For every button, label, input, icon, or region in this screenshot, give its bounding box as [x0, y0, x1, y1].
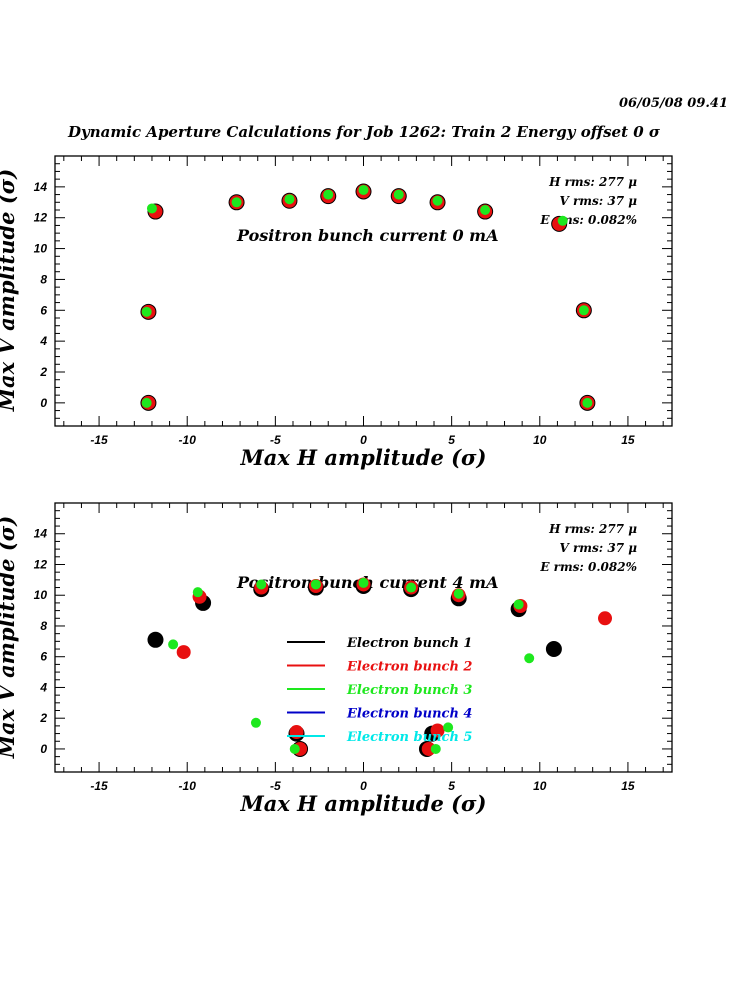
data-point-red: [598, 611, 613, 626]
x-tick-label: 0: [360, 433, 367, 447]
x-tick-label: 15: [621, 779, 635, 793]
x-tick-label: 0: [360, 779, 367, 793]
legend-label: Electron bunch 3: [346, 683, 472, 698]
bottom-scatter-panel: -15 -10 -5 0 5 10 15 0 2 4 6 8 10 12 14 Max H amplitude…: [0, 502, 673, 816]
data-point-red: [176, 645, 191, 660]
y-tick-label: 14: [34, 527, 48, 541]
data-point-green: [250, 717, 261, 728]
y-axis-label: Max V amplitude (σ): [0, 516, 19, 759]
data-point-black: [147, 631, 164, 648]
datetime-stamp: 06/05/08 09.41: [619, 96, 728, 111]
y-tick-label: 8: [40, 619, 47, 633]
y-tick-label: 2: [39, 365, 47, 379]
data-point-green: [430, 743, 441, 754]
rms-h-label: H rms: 277 μ: [548, 522, 637, 536]
rms-h-label: H rms: 277 μ: [548, 175, 637, 189]
data-point-green: [406, 582, 417, 593]
data-point-green: [256, 579, 267, 590]
legend-label: Electron bunch 5: [346, 730, 472, 745]
data-point-green: [358, 184, 369, 195]
legend-label: Electron bunch 2: [346, 660, 472, 675]
data-point-black: [545, 641, 562, 658]
y-tick-label: 10: [34, 588, 48, 602]
y-tick-label: 6: [40, 303, 47, 317]
data-point-green: [557, 215, 568, 226]
data-point-green: [289, 743, 300, 754]
x-tick-label: -5: [270, 433, 281, 447]
data-point-green: [141, 306, 152, 317]
x-axis-label: Max H amplitude (σ): [240, 791, 487, 816]
legend-label: Electron bunch 1: [346, 636, 472, 651]
data-point-green: [393, 189, 404, 200]
data-point-green: [146, 203, 157, 214]
x-tick-label: 10: [533, 433, 547, 447]
y-tick-label: 6: [40, 650, 47, 664]
x-tick-label: -10: [179, 779, 197, 793]
data-point-green: [524, 653, 535, 664]
rms-v-label: V rms: 37 μ: [559, 194, 637, 208]
data-point-green: [453, 588, 464, 599]
x-tick-label: 15: [621, 433, 635, 447]
x-tick-label: 5: [448, 433, 455, 447]
x-tick-label: 5: [448, 779, 455, 793]
y-tick-label: 12: [34, 557, 48, 571]
x-tick-label: -15: [90, 779, 108, 793]
data-point-green: [358, 577, 369, 588]
data-point-green: [480, 205, 491, 215]
data-point-green: [310, 579, 321, 590]
data-point-red: [430, 723, 445, 738]
x-tick-label: -5: [270, 779, 281, 793]
legend-label: Electron bunch 4: [346, 707, 472, 722]
data-point-green: [432, 195, 443, 206]
data-point-green: [192, 587, 203, 598]
y-tick-label: 4: [39, 334, 47, 348]
y-tick-label: 14: [34, 180, 48, 194]
data-point-green: [168, 639, 179, 650]
y-tick-label: 0: [40, 742, 47, 756]
data-point-green: [443, 722, 454, 733]
data-point-green: [284, 194, 295, 205]
y-tick-label: 12: [34, 211, 48, 225]
top-scatter-panel: -15 -10 -5 0 5 10 15 0 2 4 6 8 10 12 14 Max H amplitude…: [0, 155, 673, 470]
y-tick-label: 4: [39, 680, 47, 694]
rms-v-label: V rms: 37 μ: [559, 541, 637, 555]
data-point-green: [582, 397, 593, 408]
y-tick-label: 10: [34, 242, 48, 256]
x-axis-label: Max H amplitude (σ): [240, 445, 487, 470]
x-tick-label: 10: [533, 779, 547, 793]
data-point-green: [141, 397, 152, 408]
y-tick-label: 8: [40, 272, 47, 286]
rms-e-label: E rms: 0.082%: [539, 560, 637, 574]
y-tick-label: 0: [40, 396, 47, 410]
data-point-green: [231, 197, 242, 208]
bunch-current-label: Positron bunch current 0 mA: [236, 226, 499, 245]
y-axis-label: Max V amplitude (σ): [0, 169, 19, 412]
y-tick-label: 2: [39, 711, 47, 725]
data-point-green: [578, 305, 589, 316]
data-point-green: [323, 189, 334, 200]
x-tick-label: -10: [179, 433, 197, 447]
x-tick-label: -15: [90, 433, 108, 447]
data-point-green: [513, 599, 524, 610]
figure-title: Dynamic Aperture Calculations for Job 12…: [67, 123, 661, 141]
